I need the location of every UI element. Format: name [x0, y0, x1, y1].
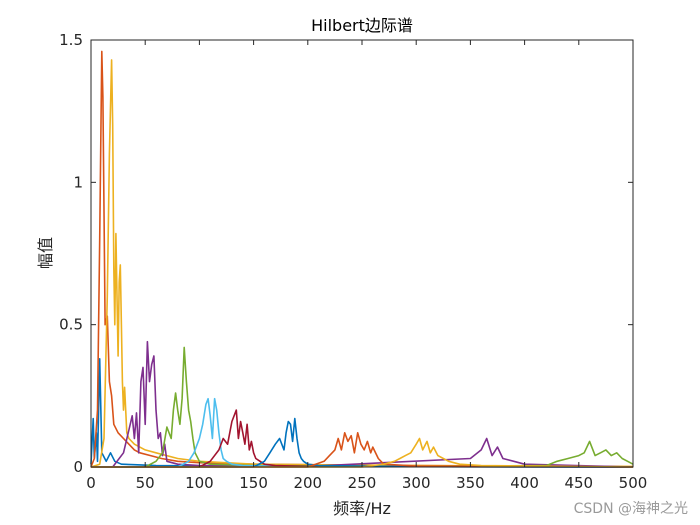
series-line-10	[91, 437, 634, 468]
y-tick-label: 1.5	[59, 31, 83, 49]
series-line-6	[91, 397, 634, 468]
x-axis-label: 频率/Hz	[333, 499, 391, 518]
series-line-4	[91, 340, 634, 468]
x-tick-label: 50	[136, 474, 155, 492]
x-tick-label: 350	[456, 474, 485, 492]
x-tick-label: 200	[293, 474, 322, 492]
x-tick-label: 0	[86, 474, 96, 492]
y-ticks: 0 0.5 1 1.5	[59, 31, 633, 476]
series-line-9	[91, 431, 634, 468]
series-layer	[90, 50, 634, 468]
x-tick-label: 400	[510, 474, 539, 492]
y-tick-label: 0	[73, 458, 83, 476]
watermark: CSDN @海神之光	[574, 501, 688, 517]
x-tick-label: 500	[619, 474, 648, 492]
x-tick-label: 250	[348, 474, 377, 492]
y-axis-label: 幅值	[36, 237, 55, 269]
plot-background	[91, 40, 633, 467]
x-tick-label: 100	[185, 474, 214, 492]
y-tick-label: 0.5	[59, 316, 83, 334]
series-line-8	[91, 417, 634, 468]
chart-title: Hilbert边际谱	[311, 16, 413, 35]
x-tick-label: 450	[564, 474, 593, 492]
y-tick-label: 1	[73, 173, 83, 191]
x-ticks: 0 50 100 150 200 250 300 350 400 450 500	[86, 40, 647, 492]
x-tick-label: 150	[239, 474, 268, 492]
x-tick-label: 300	[402, 474, 431, 492]
series-line-5	[91, 346, 634, 468]
